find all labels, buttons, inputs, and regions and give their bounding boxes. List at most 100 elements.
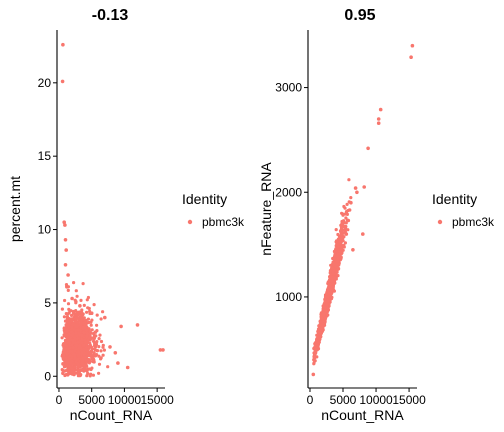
cloud-point (92, 303, 96, 307)
cloud-point (336, 232, 340, 237)
cloud-point (77, 350, 81, 354)
cloud-point (312, 361, 316, 365)
cloud-point (87, 367, 91, 371)
cloud-point (324, 309, 328, 313)
cloud-point (323, 320, 327, 324)
cloud-point (85, 374, 89, 378)
cloud-point (91, 373, 95, 377)
cloud-point (336, 274, 340, 278)
cloud-point (327, 294, 331, 298)
cloud-point (99, 349, 103, 353)
cloud-point (64, 356, 68, 360)
cloud-point (344, 221, 348, 225)
data-point-0-17 (158, 348, 163, 352)
chart-title-1: 0.95 (344, 7, 375, 24)
data-point-1-2 (378, 107, 383, 112)
cloud-point (329, 292, 333, 296)
x-tick-label-1-3: 15000 (392, 393, 426, 407)
legend-1: Identity pbmc3k (432, 191, 495, 229)
cloud-point (69, 313, 74, 317)
cloud-point (74, 331, 78, 335)
cloud-point (88, 330, 92, 334)
x-tick-label-0-2: 10000 (108, 393, 142, 407)
cloud-point (66, 367, 70, 371)
data-point-1-10 (347, 208, 352, 212)
cloud-point (62, 334, 66, 338)
data-point-1-4 (376, 121, 381, 125)
cloud-point (95, 353, 99, 357)
data-point-1-9 (349, 200, 353, 205)
cloud-point (81, 282, 85, 286)
cloud-point (97, 362, 102, 366)
cloud-point (318, 337, 322, 341)
cloud-point (76, 352, 80, 356)
cloud-point (65, 352, 69, 356)
cloud-point (78, 315, 82, 319)
data-point-1-15 (336, 266, 341, 271)
cloud-point (62, 355, 66, 359)
cloud-point (344, 227, 348, 231)
cloud-point (66, 288, 70, 292)
cloud-point (343, 206, 347, 210)
data-point-1-22 (312, 355, 317, 360)
cloud-point (74, 328, 78, 333)
cloud-point (337, 262, 341, 266)
cloud-point (76, 340, 80, 344)
x-tick-label-1-1: 5000 (330, 393, 357, 407)
y-tick-label-1-1: 2000 (275, 185, 302, 199)
cloud-point (74, 289, 78, 293)
cloud-point (343, 241, 347, 245)
data-point-0-6 (63, 263, 68, 267)
cloud-point (95, 313, 99, 317)
cloud-point (341, 213, 345, 217)
cloud-point (313, 352, 317, 356)
cloud-point (86, 338, 90, 342)
data-point-1-7 (353, 186, 358, 190)
cloud-point (63, 343, 68, 347)
cloud-point (339, 236, 343, 240)
cloud-point (79, 346, 83, 350)
cloud-point (97, 337, 101, 341)
data-point-1-14 (339, 255, 343, 259)
cloud-point (76, 363, 80, 367)
data-point-1-25 (351, 248, 355, 252)
cloud-point (88, 354, 92, 358)
cloud-point (61, 362, 65, 366)
data-point-1-13 (341, 243, 346, 248)
cloud-point (87, 306, 91, 311)
cloud-point (349, 196, 353, 200)
point-cloud-0 (60, 281, 110, 378)
cloud-point (78, 365, 82, 369)
cloud-point (80, 338, 84, 342)
cloud-point (62, 315, 66, 319)
legend-item-0-0: pbmc3k (202, 215, 245, 229)
data-point-0-14 (135, 323, 140, 327)
cloud-point (65, 358, 69, 362)
cloud-point (334, 264, 338, 268)
cloud-point (102, 348, 106, 352)
cloud-point (330, 266, 334, 270)
cloud-point (336, 257, 340, 261)
cloud-point (67, 333, 71, 337)
data-point-0-8 (65, 285, 69, 289)
cloud-point (335, 254, 339, 258)
cloud-point (90, 354, 94, 358)
cloud-point (331, 271, 335, 275)
cloud-point (65, 361, 69, 365)
data-point-0-10 (78, 304, 82, 308)
data-point-0-22 (67, 370, 71, 374)
cloud-point (72, 281, 76, 285)
x-tick-label-1-2: 10000 (359, 393, 393, 407)
x-tick-label-1-0: 0 (307, 393, 314, 407)
cloud-point (69, 361, 73, 365)
cloud-point (95, 323, 99, 327)
cloud-point (101, 345, 105, 349)
cloud-point (77, 310, 81, 314)
data-point-0-2 (62, 220, 66, 224)
cloud-point (345, 202, 349, 206)
cloud-point (91, 339, 96, 343)
cloud-point (90, 356, 94, 360)
cloud-point (63, 298, 67, 303)
cloud-point (80, 362, 84, 366)
cloud-point (323, 300, 327, 304)
